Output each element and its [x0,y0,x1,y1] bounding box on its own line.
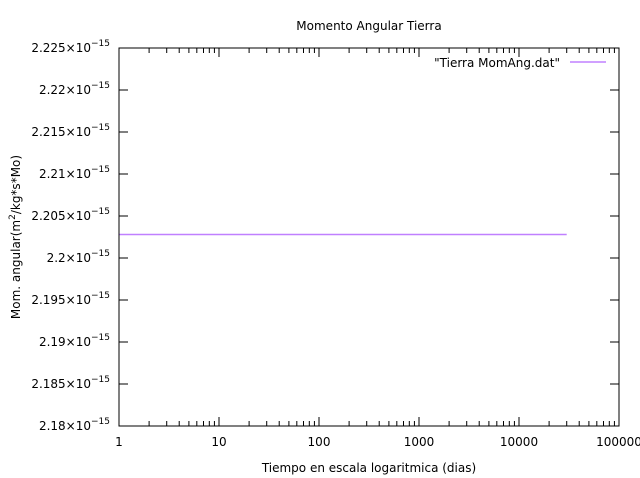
y-tick-mantissa: 2.205 [31,209,65,223]
y-tick-label: 2.185×10−15 [31,375,110,391]
y-tick-exponent: −15 [91,39,110,49]
y-axis-label-prefix: Mom. angular(m [9,220,23,319]
y-tick-mantissa: 2.22 [39,83,66,97]
y-tick-exponent: −15 [91,333,110,343]
y-tick-exponent: −15 [91,291,110,301]
x-tick-label: 10000 [500,435,538,449]
y-tick-times: ×10 [66,335,91,349]
y-tick-exponent: −15 [91,123,110,133]
y-tick-mantissa: 2.18 [39,419,66,433]
y-tick-exponent: −15 [91,375,110,385]
y-tick-times: ×10 [66,209,91,223]
y-tick-times: ×10 [66,251,91,265]
y-axis-label-suffix: /kg*s*Mo) [9,155,23,214]
y-tick-exponent: −15 [91,417,110,427]
chart-title: Momento Angular Tierra [296,19,441,33]
x-axis-label: Tiempo en escala logaritmica (dias) [261,461,476,475]
y-tick-label: 2.18×10−15 [39,417,110,433]
plot-frame [118,47,620,427]
x-tick-label: 1000 [404,435,435,449]
y-tick-label: 2.215×10−15 [31,123,110,139]
y-tick-times: ×10 [66,125,91,139]
y-tick-label: 2.205×10−15 [31,207,110,223]
y-tick-times: ×10 [66,377,91,391]
y-tick-label: 2.225×10−15 [31,39,110,55]
y-tick-mantissa: 2.19 [39,335,66,349]
y-axis-label: Mom. angular(m2/kg*s*Mo) [8,155,23,319]
y-tick-mantissa: 2.2 [47,251,66,265]
y-tick-times: ×10 [66,293,91,307]
y-tick-label: 2.22×10−15 [39,81,110,97]
y-tick-mantissa: 2.21 [39,167,66,181]
y-tick-mantissa: 2.225 [31,41,65,55]
legend: "Tierra MomAng.dat" [434,56,606,70]
y-tick-exponent: −15 [91,207,110,217]
y-axis-label-sup: 2 [8,214,18,220]
y-tick-mantissa: 2.185 [31,377,65,391]
y-tick-times: ×10 [66,41,91,55]
x-tick-label: 100 [308,435,331,449]
y-tick-times: ×10 [66,167,91,181]
y-tick-times: ×10 [66,83,91,97]
y-tick-label: 2.195×10−15 [31,291,110,307]
legend-label: "Tierra MomAng.dat" [434,56,560,70]
y-tick-label: 2.19×10−15 [39,333,110,349]
x-tick-label: 1 [115,435,123,449]
y-tick-exponent: −15 [91,81,110,91]
y-tick-label: 2.2×10−15 [47,249,110,265]
y-tick-exponent: −15 [91,165,110,175]
x-tick-label: 100000 [596,435,640,449]
x-tick-label: 10 [211,435,226,449]
y-tick-times: ×10 [66,419,91,433]
y-tick-exponent: −15 [91,249,110,259]
y-tick-mantissa: 2.215 [31,125,65,139]
y-tick-label: 2.21×10−15 [39,165,110,181]
y-tick-mantissa: 2.195 [31,293,65,307]
